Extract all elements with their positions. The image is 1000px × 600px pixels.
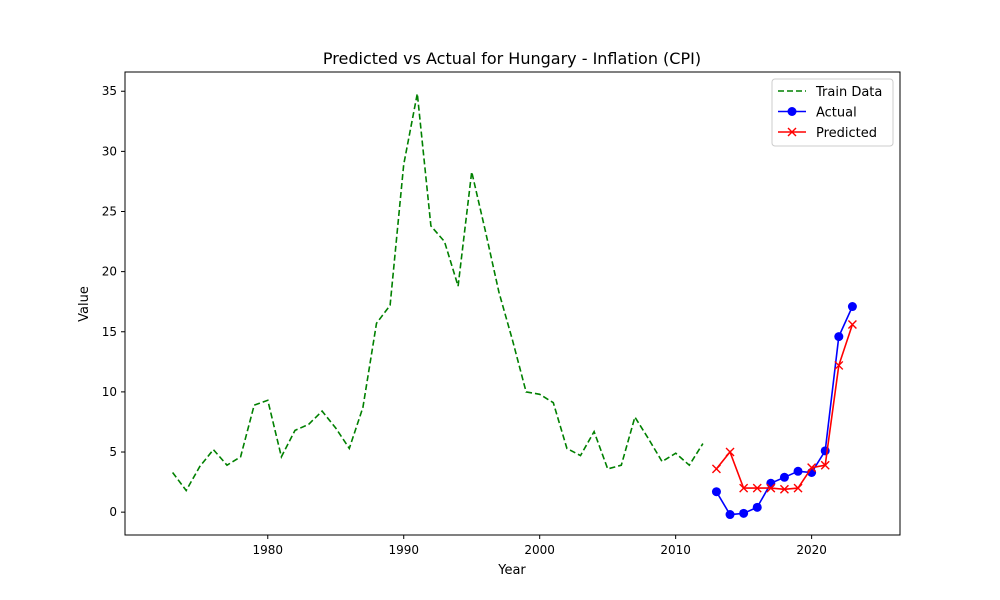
- actual-point: [834, 332, 844, 342]
- y-tick-label: 20: [102, 265, 117, 279]
- predicted-point: [834, 360, 844, 370]
- y-tick-label: 25: [102, 205, 117, 219]
- predicted-point: [779, 484, 789, 494]
- plot-area: [124, 71, 901, 536]
- predicted-point: [725, 447, 735, 457]
- predicted-point: [711, 464, 721, 474]
- series-layer: [171, 93, 857, 520]
- y-tick-label: 35: [102, 84, 117, 98]
- chart-title: Predicted vs Actual for Hungary - Inflat…: [323, 49, 701, 68]
- x-tick-label: 1980: [252, 543, 283, 557]
- legend: Train Data Actual Predicted: [771, 78, 894, 147]
- y-tick-label: 10: [102, 385, 117, 399]
- y-axis-label: Value: [77, 286, 92, 322]
- legend-box: [771, 78, 894, 147]
- predicted-line: [715, 324, 854, 491]
- legend-marker: [787, 127, 797, 137]
- actual-point: [739, 508, 749, 518]
- x-tick-label: 2000: [524, 543, 555, 557]
- predicted-point: [820, 460, 830, 470]
- y-tick-label: 0: [109, 505, 117, 519]
- predicted-point: [807, 463, 817, 473]
- actual-point: [847, 302, 857, 312]
- predicted-point: [739, 483, 749, 493]
- legend-item-train-data: Train Data: [778, 85, 882, 100]
- actual-point: [766, 478, 776, 488]
- legend-label: Train Data: [815, 85, 882, 100]
- legend-label: Predicted: [816, 126, 877, 141]
- y-axis: 0 5 10 15 20 25 30 35: [102, 84, 125, 519]
- legend-marker: [787, 107, 797, 116]
- actual-point: [793, 466, 803, 476]
- y-tick-label: 15: [102, 325, 117, 339]
- y-tick-label: 5: [109, 445, 117, 459]
- predicted-point: [766, 483, 776, 493]
- actual-point: [779, 472, 789, 482]
- predicted-point: [847, 320, 857, 330]
- x-tick-label: 2020: [796, 543, 827, 557]
- train-data-line: [171, 93, 704, 492]
- x-tick-label: 2010: [660, 543, 691, 557]
- legend-label: Actual: [816, 106, 857, 121]
- legend-item-predicted: Predicted: [778, 126, 877, 141]
- predicted-point: [793, 483, 803, 493]
- legend-item-actual: Actual: [778, 106, 857, 121]
- x-axis-label: Year: [497, 563, 526, 578]
- actual-point: [752, 502, 762, 512]
- x-axis: 1980 1990 2000 2010 2020: [252, 535, 827, 557]
- actual-point: [725, 510, 735, 520]
- y-tick-label: 30: [102, 144, 117, 158]
- x-tick-label: 1990: [388, 543, 419, 557]
- predicted-point: [752, 483, 762, 493]
- actual-point: [711, 487, 721, 497]
